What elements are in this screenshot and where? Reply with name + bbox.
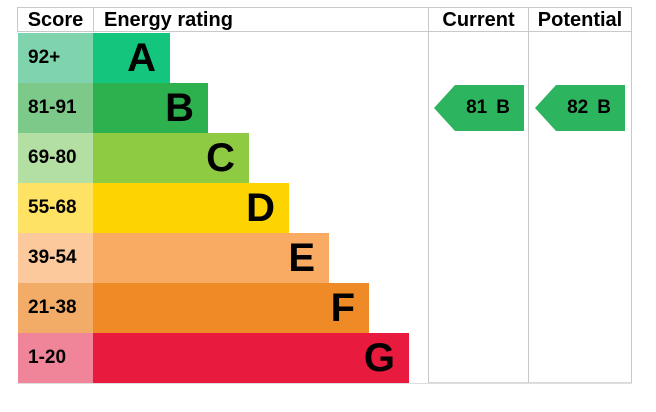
band-row-c: 69-80 C [18,133,249,183]
potential-rating-value: 82 [567,97,589,118]
rating-letter-g: G [363,336,395,380]
rating-bar-e: E [93,233,329,283]
rating-bar-d: D [93,183,289,233]
potential-rating-arrow: 82 B [535,85,625,131]
header-score: Score [17,7,93,32]
header-energy-rating: Energy rating [93,7,428,32]
table-bottom-border [17,383,632,384]
current-rating-value: 81 [466,97,488,118]
score-cell-c: 69-80 [18,133,93,183]
potential-column: 82 B [528,7,632,383]
rating-letter-b: B [165,86,194,130]
rating-letter-c: C [206,136,235,180]
score-cell-e: 39-54 [18,233,93,283]
rating-letter-f: F [330,286,355,330]
rating-bar-f: F [93,283,369,333]
score-cell-b: 81-91 [18,83,93,133]
potential-rating-letter: B [597,97,611,118]
score-cell-d: 55-68 [18,183,93,233]
score-cell-f: 21-38 [18,283,93,333]
score-cell-a: 92+ [18,33,93,83]
rating-bar-g: G [93,333,409,383]
band-row-d: 55-68 D [18,183,289,233]
rating-bar-b: B [93,83,208,133]
band-row-f: 21-38 F [18,283,369,333]
rating-letter-a: A [127,36,156,80]
rating-bar-a: A [93,33,170,83]
score-cell-g: 1-20 [18,333,93,383]
current-column: 81 B [428,7,528,383]
band-row-a: 92+ A [18,33,170,83]
band-row-g: 1-20 G [18,333,409,383]
rating-bar-c: C [93,133,249,183]
band-row-e: 39-54 E [18,233,329,283]
rating-letter-e: E [288,236,315,280]
current-rating-letter: B [496,97,510,118]
band-row-b: 81-91 B [18,83,208,133]
rating-letter-d: D [246,186,275,230]
current-rating-arrow: 81 B [434,85,524,131]
